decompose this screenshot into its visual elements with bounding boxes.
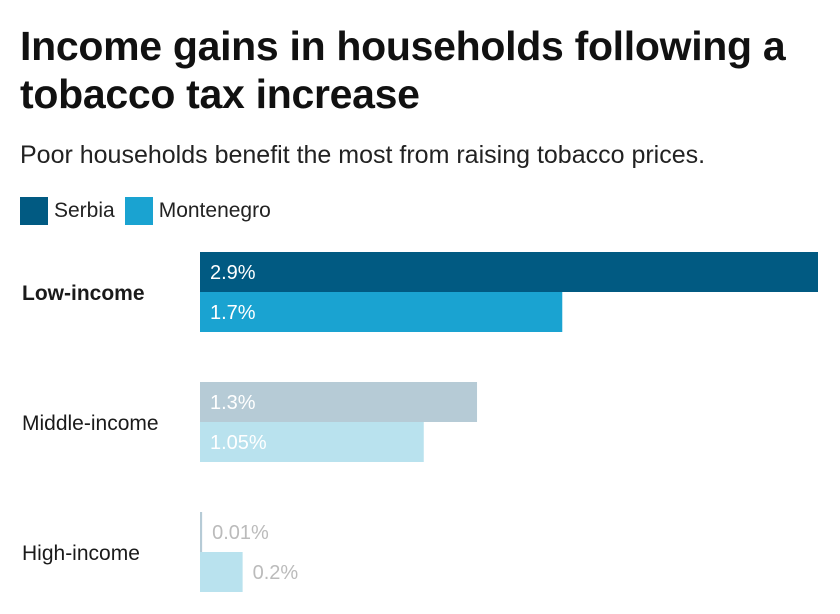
bar-serbia-high-income [200, 512, 203, 552]
category-label: Middle-income [22, 412, 159, 435]
legend: Serbia Montenegro [20, 197, 281, 225]
data-label: 1.05% [210, 432, 267, 454]
bar-chart: Low-income 2.9% 1.7% Middle-income 1.3% 1.05%… [22, 252, 818, 592]
legend-item-montenegro: Montenegro [124, 197, 271, 225]
category-label: High-income [22, 542, 140, 565]
data-label: 2.9% [210, 262, 256, 284]
bar-serbia-middle-income [200, 382, 478, 422]
legend-swatch-montenegro [124, 197, 153, 225]
bar-montenegro-high-income [200, 552, 243, 592]
bar-serbia-low-income [200, 252, 818, 292]
data-label: 0.2% [253, 562, 299, 584]
chart-title: Income gains in households following a t… [20, 23, 786, 117]
legend-swatch-serbia [20, 197, 48, 225]
chart-subtitle: Poor households benefit the most from ra… [20, 141, 706, 169]
data-label: 1.3% [210, 392, 256, 414]
bar-montenegro-low-income [200, 292, 563, 332]
legend-item-serbia: Serbia [20, 197, 115, 225]
category-label: Low-income [22, 282, 145, 305]
data-label: 1.7% [210, 302, 256, 324]
legend-label-serbia: Serbia [54, 199, 115, 222]
data-label: 0.01% [212, 522, 269, 544]
bar-montenegro-middle-income [200, 422, 424, 462]
legend-label-montenegro: Montenegro [158, 199, 271, 222]
